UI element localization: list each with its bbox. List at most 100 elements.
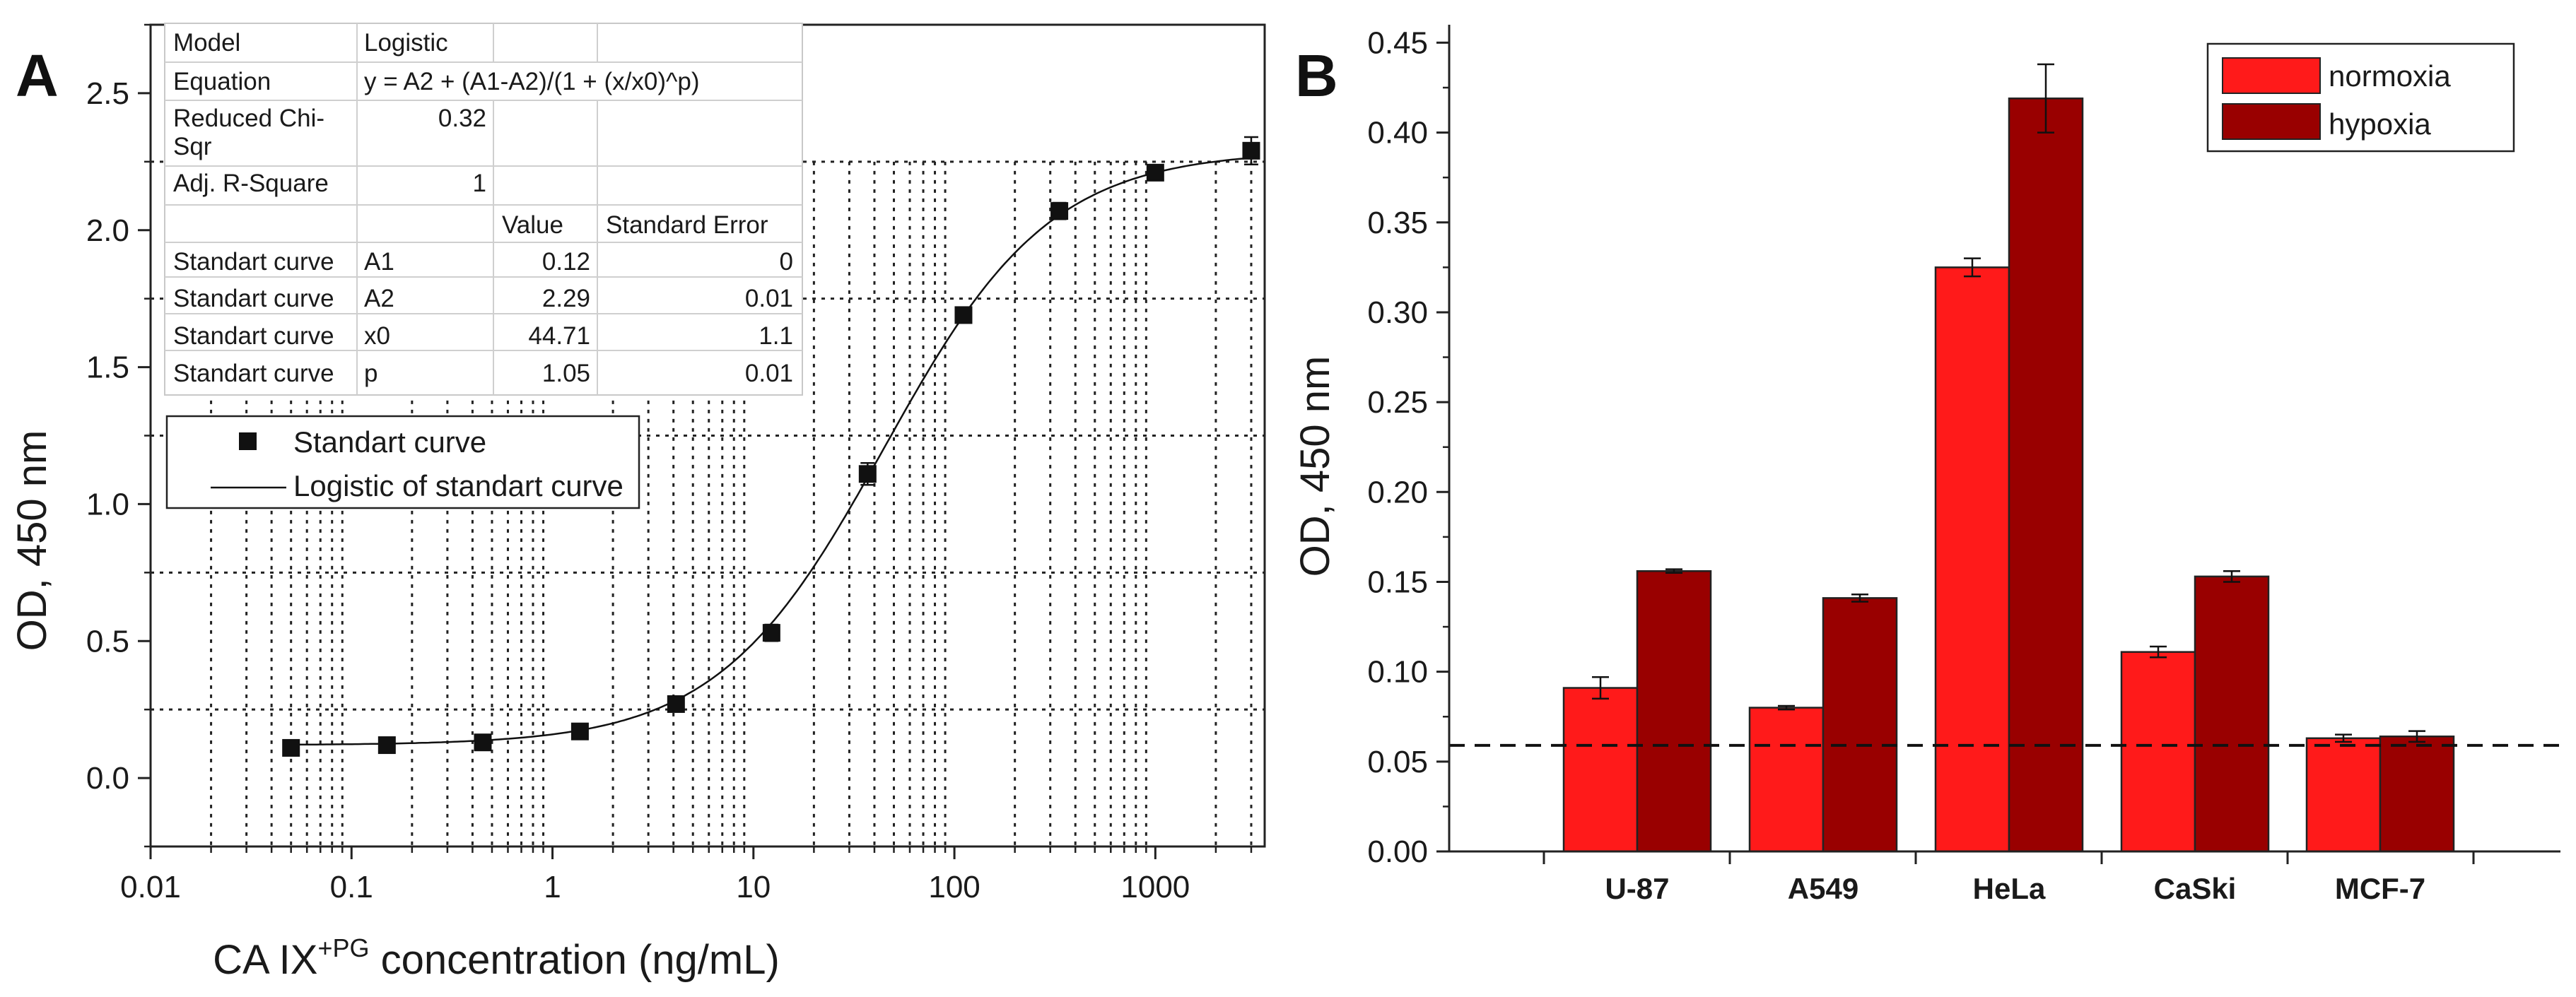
- fit-curve-line: [291, 157, 1252, 746]
- table-cell-error: 0.01: [745, 285, 793, 312]
- xlabel-superscript: +PG: [317, 933, 369, 962]
- data-point: [570, 722, 589, 741]
- table-chi-label-2: Sqr: [173, 133, 212, 160]
- legend-swatch-normoxia: [2222, 57, 2321, 94]
- y-tick-label: 2.0: [86, 213, 129, 248]
- xlabel-rest: concentration (ng/mL): [370, 937, 780, 983]
- bar-hypoxia: [2008, 98, 2084, 853]
- bar-normoxia: [1934, 266, 2010, 853]
- table-cell-curve: Standart curve: [173, 248, 334, 276]
- bar-normoxia: [2120, 651, 2196, 853]
- x-tick-label: 100: [928, 870, 980, 904]
- bar-hypoxia: [2379, 735, 2455, 853]
- y-tick-label: 0.30: [1367, 295, 1428, 330]
- x-tick-label: 1000: [1120, 870, 1190, 904]
- table-model-label: Model: [173, 29, 240, 57]
- table-cell-param: x0: [364, 322, 390, 350]
- data-point: [667, 695, 685, 713]
- category-label: U-87: [1605, 872, 1669, 905]
- bar-normoxia: [2305, 737, 2382, 853]
- xlabel-main: CA IX: [213, 937, 317, 983]
- y-tick-label: 0.5: [86, 624, 129, 659]
- y-tick-label: 0.35: [1367, 206, 1428, 240]
- legend-marker-square: [239, 432, 257, 450]
- panel-a-ylabel: OD, 450 nm: [9, 430, 55, 651]
- panel-b-bars: [1562, 63, 2455, 853]
- table-col-value: Value: [502, 211, 563, 239]
- panel-a-xlabel: CA IX+PG concentration (ng/mL): [213, 933, 780, 983]
- table-r2-value: 1: [473, 170, 486, 197]
- table-cell-value: 0.12: [542, 248, 590, 276]
- y-tick-label: 0.10: [1367, 655, 1428, 690]
- panel-b-axes: 0.00 0.05 0.10 0.15 0.20 0.25 0.30 0.35 0.40 0.45…: [1367, 25, 2560, 905]
- table-cell-error: 1.1: [759, 322, 793, 350]
- bar-hypoxia: [2194, 575, 2270, 853]
- table-cell-error: 0.01: [745, 360, 793, 387]
- x-tick-label: 0.01: [120, 870, 181, 904]
- data-point: [377, 736, 396, 755]
- table-model-value: Logistic: [364, 29, 448, 57]
- table-chi-value: 0.32: [438, 105, 486, 132]
- category-label: CaSki: [2154, 872, 2237, 905]
- y-tick-label: 0.15: [1367, 565, 1428, 599]
- legend-label-normoxia: normoxia: [2329, 59, 2451, 93]
- table-cell-curve: Standart curve: [173, 360, 334, 387]
- table-cell-param: A1: [364, 248, 394, 276]
- x-tick-label: 1: [544, 870, 561, 904]
- table-cell-curve: Standart curve: [173, 285, 334, 312]
- y-tick-label: 1.5: [86, 350, 129, 385]
- table-cell-value: 2.29: [542, 285, 590, 312]
- table-cell-param: A2: [364, 285, 394, 312]
- x-tick-label: 10: [736, 870, 771, 904]
- table-cell-error: 0: [780, 248, 793, 276]
- bar-hypoxia: [1822, 597, 1898, 853]
- y-tick-label: 2.5: [86, 76, 129, 111]
- fit-table: Model Logistic Equation y = A2 + (A1-A2)…: [164, 23, 803, 396]
- data-point: [1242, 141, 1260, 160]
- category-label: HeLa: [1973, 872, 2046, 905]
- table-equation-value: y = A2 + (A1-A2)/(1 + (x/x0)^p): [364, 68, 700, 95]
- data-point: [858, 465, 877, 483]
- table-cell-value: 44.71: [528, 322, 590, 350]
- category-label: A549: [1788, 872, 1858, 905]
- y-tick-label: 1.0: [86, 487, 129, 521]
- panel-a-legend: Standart curve Logistic of standart curv…: [165, 415, 640, 509]
- table-col-error: Standard Error: [606, 211, 768, 239]
- y-tick-label: 0.05: [1367, 745, 1428, 779]
- panel-label-a: A: [16, 42, 59, 109]
- data-point: [1146, 163, 1164, 182]
- y-tick-label: 0.40: [1367, 116, 1428, 151]
- legend-label-standard-curve: Standart curve: [293, 425, 486, 459]
- category-label: MCF-7: [2335, 872, 2425, 905]
- panel-b-legend: normoxia hypoxia: [2206, 42, 2515, 153]
- table-chi-label-1: Reduced Chi-: [173, 105, 324, 132]
- panel-a-fit-curve: [291, 157, 1252, 746]
- data-point: [954, 306, 973, 324]
- data-point: [282, 738, 300, 757]
- y-tick-label: 0.20: [1367, 475, 1428, 509]
- table-cell-param: p: [364, 360, 377, 387]
- y-tick-label: 0.25: [1367, 385, 1428, 420]
- panel-b-ylabel: OD, 450 nm: [1292, 356, 1338, 577]
- data-point: [762, 624, 780, 642]
- panel-a-grid: [151, 160, 1265, 846]
- data-point: [1050, 202, 1069, 220]
- y-tick-label: 0.0: [86, 761, 129, 796]
- legend-label-hypoxia: hypoxia: [2329, 107, 2431, 141]
- bar-hypoxia: [1636, 570, 1712, 853]
- panel-a-points: [282, 136, 1260, 757]
- y-tick-label: 0.45: [1367, 25, 1428, 60]
- x-tick-label: 0.1: [330, 870, 373, 904]
- legend-label-logistic: Logistic of standart curve: [293, 469, 623, 502]
- panel-label-b: B: [1295, 42, 1338, 109]
- table-cell-value: 1.05: [542, 360, 590, 387]
- bar-normoxia: [1562, 687, 1639, 853]
- bar-normoxia: [1748, 707, 1825, 853]
- table-r2-label: Adj. R-Square: [173, 170, 329, 197]
- table-cell-curve: Standart curve: [173, 322, 334, 350]
- data-point: [474, 733, 492, 752]
- table-equation-label: Equation: [173, 68, 271, 95]
- y-tick-label: 0.00: [1367, 834, 1428, 869]
